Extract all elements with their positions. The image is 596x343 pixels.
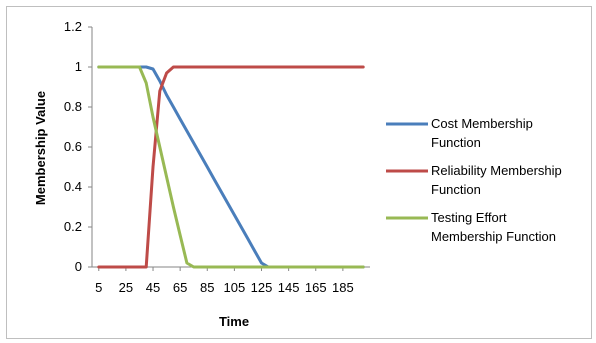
x-tick-label: 145 — [278, 280, 300, 295]
x-tick-labels: 5 25 45 65 85 105 125 145 165 185 — [95, 267, 354, 295]
y-tick-label: 0.4 — [64, 179, 82, 194]
y-tick-label: 0.8 — [64, 99, 82, 114]
series-line-2 — [97, 65, 365, 269]
x-tick-label: 65 — [173, 280, 187, 295]
x-axis-title: Time — [219, 314, 249, 329]
y-tick-label: 1.2 — [64, 19, 82, 34]
legend-item-1: Cost Membership Function — [386, 116, 533, 150]
y-axis-title: Membership Value — [33, 91, 48, 205]
legend-item-2: Reliability Membership Function — [386, 163, 562, 197]
series-line-3 — [97, 65, 365, 269]
y-axis-title-group: Membership Value — [33, 91, 48, 205]
legend-label: Reliability Membership — [431, 163, 562, 178]
chart-frame — [6, 6, 592, 339]
x-tick-label: 45 — [146, 280, 160, 295]
x-tick-label: 5 — [95, 280, 102, 295]
legend-label: Function — [431, 135, 481, 150]
legend-label: Membership Function — [431, 229, 556, 244]
legend-label: Function — [431, 182, 481, 197]
y-tick-labels: 0 0.2 0.4 0.6 0.8 1 1.2 — [64, 19, 92, 274]
x-tick-label: 185 — [332, 280, 354, 295]
series-lines — [97, 65, 365, 269]
y-tick-label: 1 — [75, 59, 82, 74]
y-tick-label: 0.6 — [64, 139, 82, 154]
x-tick-label: 125 — [251, 280, 273, 295]
x-tick-label: 85 — [200, 280, 214, 295]
y-tick-label: 0.2 — [64, 219, 82, 234]
axes — [91, 27, 370, 268]
x-tick-label: 165 — [305, 280, 327, 295]
y-tick-label: 0 — [75, 259, 82, 274]
x-tick-label: 105 — [224, 280, 246, 295]
x-tick-label: 25 — [119, 280, 133, 295]
series-line-1 — [97, 65, 365, 269]
legend-label: Cost Membership — [431, 116, 533, 131]
legend-label: Testing Effort — [431, 210, 507, 225]
legend-item-3: Testing Effort Membership Function — [386, 210, 556, 244]
